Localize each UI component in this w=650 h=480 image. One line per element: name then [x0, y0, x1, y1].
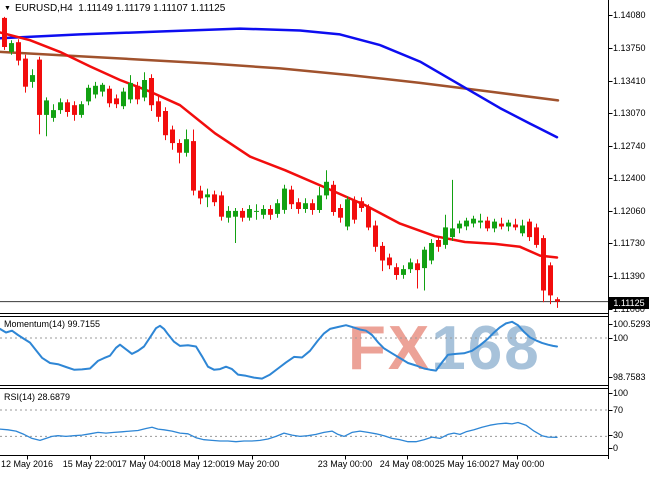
bull-candle	[345, 199, 350, 227]
candlestick-series	[2, 16, 560, 308]
bear-candle	[548, 265, 553, 296]
bear-candle	[149, 78, 154, 106]
bull-candle	[282, 188, 287, 210]
bull-candle	[142, 80, 147, 98]
bear-candle	[394, 267, 399, 275]
bear-candle	[436, 240, 441, 247]
bull-candle	[443, 227, 448, 245]
bull-candle	[86, 87, 91, 102]
bear-candle	[499, 223, 504, 227]
bull-candle	[275, 203, 280, 214]
bull-candle	[58, 102, 63, 111]
bear-candle	[555, 299, 560, 302]
bull-candle	[478, 220, 483, 223]
bear-candle	[338, 208, 343, 218]
bear-candle	[212, 194, 217, 203]
bear-candle	[387, 257, 392, 266]
bear-candle	[16, 42, 21, 61]
bear-candle	[135, 85, 140, 100]
bear-candle	[177, 143, 182, 153]
bear-candle	[289, 189, 294, 205]
bear-candle	[191, 141, 196, 191]
bear-candle	[219, 195, 224, 217]
bull-candle	[317, 195, 322, 210]
bull-candle	[100, 84, 105, 92]
bull-candle	[450, 228, 455, 238]
bull-candle	[51, 110, 56, 118]
bull-candle	[79, 104, 84, 115]
bear-candle	[23, 58, 28, 87]
bear-candle	[513, 224, 518, 228]
bull-candle	[303, 203, 308, 209]
bear-candle	[534, 227, 539, 245]
bull-candle	[254, 210, 259, 212]
bull-candle	[464, 220, 469, 227]
bull-candle	[9, 43, 14, 52]
bull-candle	[233, 210, 238, 217]
bear-candle	[268, 209, 273, 215]
bull-candle	[184, 139, 189, 153]
bull-candle	[457, 223, 462, 229]
bull-candle	[422, 249, 427, 269]
bull-candle	[128, 82, 133, 100]
bull-candle	[471, 218, 476, 224]
symbol-timeframe: EURUSD,H4	[14, 3, 73, 14]
bear-candle	[331, 184, 336, 212]
bull-candle	[205, 194, 210, 198]
price-axis[interactable]	[609, 0, 650, 455]
rsi-line	[0, 421, 558, 443]
bull-candle	[324, 181, 329, 196]
bear-candle	[366, 207, 371, 228]
bear-candle	[415, 263, 420, 271]
bear-candle	[352, 200, 357, 220]
ohlc-readout: 1.11149 1.11179 1.11107 1.11125	[78, 3, 226, 14]
bear-candle	[359, 201, 364, 208]
bull-candle	[408, 262, 413, 270]
bull-candle	[247, 209, 252, 218]
momentum-line	[0, 320, 558, 380]
bear-candle	[198, 190, 203, 199]
bear-candle	[485, 220, 490, 229]
bear-candle	[37, 59, 42, 115]
bull-candle	[506, 222, 511, 227]
bull-candle	[30, 75, 35, 82]
current-price-badge: 1.11125	[609, 297, 649, 309]
bear-candle	[114, 98, 119, 105]
bear-candle	[310, 203, 315, 210]
bear-candle	[156, 101, 161, 117]
bull-candle	[492, 221, 497, 229]
symbol-dropdown-icon[interactable]: ▼	[4, 5, 11, 12]
bull-candle	[226, 210, 231, 218]
bear-candle	[65, 102, 70, 112]
bull-candle	[121, 91, 126, 107]
bear-candle	[296, 202, 301, 209]
bull-candle	[520, 225, 525, 234]
bear-candle	[2, 17, 7, 47]
watermark-fx: FX	[348, 314, 432, 383]
bear-candle	[380, 245, 385, 261]
bear-candle	[240, 210, 245, 218]
bear-candle	[541, 238, 546, 291]
bear-candle	[72, 105, 77, 115]
bull-candle	[429, 243, 434, 261]
bear-candle	[107, 88, 112, 104]
time-axis[interactable]	[0, 456, 650, 480]
bear-candle	[170, 129, 175, 144]
bull-candle	[401, 269, 406, 275]
ma-slow-blue	[0, 27, 559, 139]
chart-title: ▼ EURUSD,H4 1.11149 1.11179 1.11107 1.111…	[4, 3, 225, 14]
bull-candle	[93, 85, 98, 95]
bear-candle	[163, 111, 168, 136]
bear-candle	[373, 225, 378, 247]
bull-candle	[44, 100, 49, 115]
bull-candle	[261, 209, 266, 215]
bear-candle	[527, 221, 532, 238]
ma-fast-red	[0, 31, 559, 259]
